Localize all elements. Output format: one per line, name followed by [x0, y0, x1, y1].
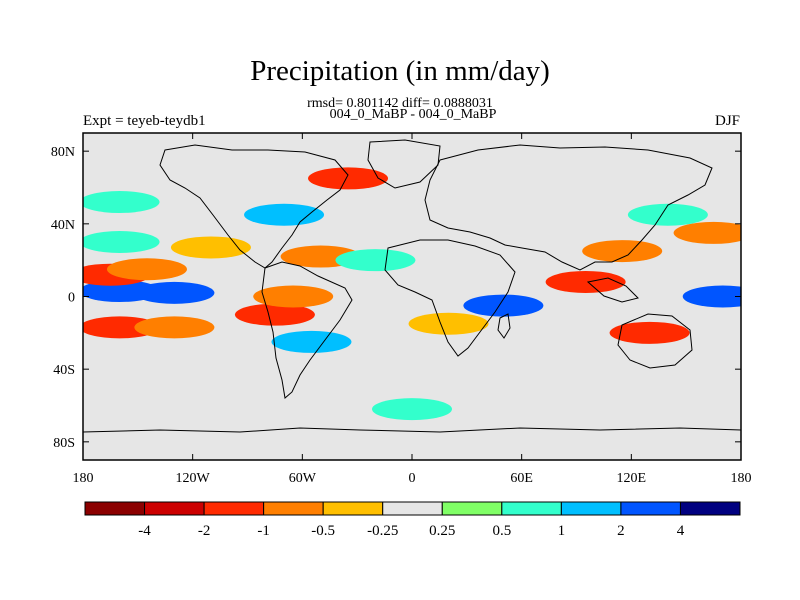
- y-tick-label: 40S: [53, 363, 75, 378]
- coastline-south-america: [261, 261, 353, 399]
- colorbar-label: 4: [677, 523, 685, 539]
- anomaly-region-22: [627, 203, 708, 226]
- colorbar-label: -0.5: [311, 523, 335, 539]
- colorbar-label: -1: [257, 523, 270, 539]
- colorbar-label: 0.5: [492, 523, 511, 539]
- anomaly-region-10: [253, 285, 334, 308]
- coastline-africa: [384, 239, 516, 357]
- coastline-layer: [83, 139, 741, 433]
- coastline-north-america: [159, 144, 349, 269]
- colorbar-label: 0.25: [429, 523, 455, 539]
- x-tick-label: 180: [731, 471, 752, 486]
- anomaly-region-15: [463, 294, 544, 317]
- anomaly-region-14: [308, 167, 389, 190]
- y-tick-label: 80N: [51, 145, 75, 160]
- colorbar-label: -0.25: [367, 523, 398, 539]
- colorbar-swatch: [263, 501, 324, 516]
- anomaly-region-9: [234, 303, 315, 326]
- colorbar-swatch: [501, 501, 562, 516]
- colorbar-label: -4: [138, 523, 151, 539]
- colorbar-swatch: [144, 501, 205, 516]
- anomaly-region-19: [609, 321, 690, 344]
- y-axis: 80N 40N 0 40S 80S: [51, 145, 741, 451]
- colorbar-label: 2: [617, 523, 625, 539]
- anomaly-region-11: [271, 330, 352, 353]
- x-axis: 180 120W 60W 0 60E 120E 180: [73, 133, 752, 486]
- anomaly-region-7: [83, 191, 160, 214]
- colorbar-label: -2: [198, 523, 211, 539]
- anomaly-region-1: [134, 281, 215, 304]
- coastline-eurasia: [424, 144, 713, 271]
- anomaly-region-20: [682, 285, 741, 308]
- coastline-madagascar: [497, 313, 511, 339]
- x-tick-label: 0: [409, 471, 416, 486]
- season-label: DJF: [714, 113, 740, 129]
- anomaly-layer: [83, 167, 741, 421]
- anomaly-region-8: [170, 236, 251, 259]
- chart-title: Precipitation (in mm/day): [250, 55, 550, 87]
- x-tick-label: 60W: [289, 471, 317, 486]
- colorbar-swatch: [441, 501, 503, 516]
- anomaly-region-16: [408, 312, 489, 335]
- y-tick-label: 40N: [51, 218, 75, 233]
- anomaly-region-3: [106, 258, 187, 281]
- anomaly-region-21: [673, 221, 741, 244]
- anomaly-region-5: [134, 316, 215, 339]
- x-tick-label: 180: [73, 471, 94, 486]
- colorbar-swatch: [322, 501, 384, 516]
- anomaly-region-17: [545, 270, 626, 293]
- anomaly-region-6: [83, 231, 160, 253]
- y-tick-label: 80S: [53, 436, 75, 451]
- x-tick-label: 60E: [510, 471, 533, 486]
- anomaly-region-23: [372, 398, 452, 421]
- x-tick-label: 120E: [617, 471, 647, 486]
- colorbar-swatch: [560, 501, 622, 516]
- colorbar-swatch: [203, 501, 265, 516]
- experiment-label: Expt = teyeb-teydb1: [83, 113, 206, 129]
- anomaly-region-13: [244, 203, 325, 226]
- stats-line: rmsd= 0.801142 diff= 0.0888031: [307, 96, 493, 111]
- colorbar-swatch: [382, 501, 443, 516]
- colorbar-label: 1: [558, 523, 566, 539]
- colorbar: -4 -2 -1 -0.5 -0.25 0.25 0.5 1 2 4: [84, 501, 741, 539]
- x-tick-label: 120W: [176, 471, 211, 486]
- anomaly-region-18: [582, 240, 663, 263]
- coastline-antarctica: [83, 427, 741, 433]
- chart-subtitle: 004_0_MaBP - 004_0_MaBP: [329, 107, 497, 122]
- anomaly-region-24: [335, 249, 416, 272]
- colorbar-swatch: [620, 501, 681, 516]
- coastline-greenland: [367, 139, 441, 189]
- y-tick-label: 0: [68, 291, 75, 306]
- colorbar-swatch: [679, 501, 741, 516]
- coastline-australia: [617, 313, 693, 369]
- colorbar-swatch: [84, 501, 146, 516]
- coastline-maritime-continent: [586, 277, 639, 303]
